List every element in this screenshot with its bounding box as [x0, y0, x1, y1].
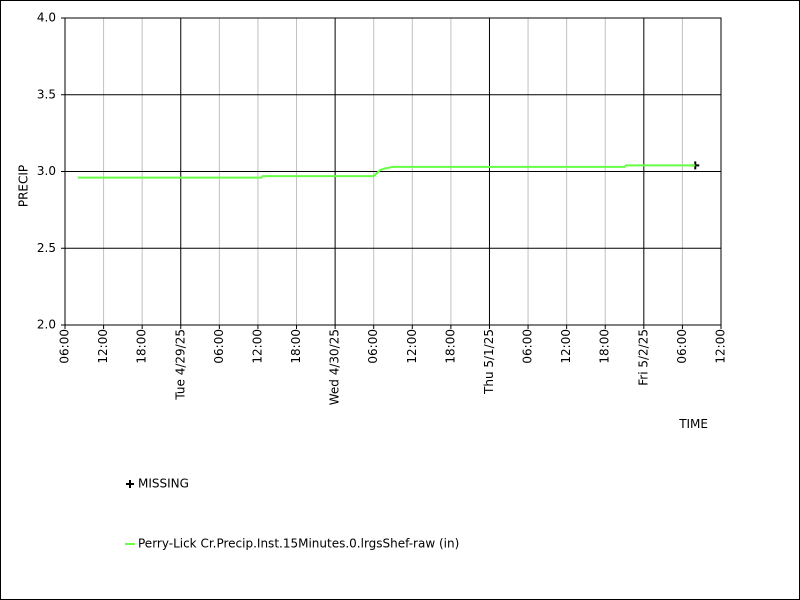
x-tick-label: Tue 4/29/25 — [173, 329, 187, 401]
legend-label: MISSING — [138, 477, 189, 491]
x-tick-label: Wed 4/30/25 — [328, 329, 342, 405]
y-tick-label: 4.0 — [37, 11, 56, 25]
x-tick-label: 06:00 — [521, 329, 535, 364]
y-tick-label: 2.5 — [37, 241, 56, 255]
x-tick-label: 06:00 — [366, 329, 380, 364]
x-tick-label: 18:00 — [289, 329, 303, 364]
x-tick-label: 12:00 — [405, 329, 419, 364]
x-tick-label: 18:00 — [135, 329, 149, 364]
y-tick-label: 2.0 — [37, 318, 56, 332]
x-tick-label: 12:00 — [250, 329, 264, 364]
y-axis-label: PRECIP — [17, 165, 31, 207]
x-tick-label: Fri 5/2/25 — [636, 329, 650, 386]
x-tick-label: 12:00 — [714, 329, 728, 364]
x-tick-label: 12:00 — [559, 329, 573, 364]
y-tick-label: 3.0 — [37, 164, 56, 178]
x-tick-label: 12:00 — [96, 329, 110, 364]
x-tick-label: 18:00 — [443, 329, 457, 364]
legend-label: Perry-Lick Cr.Precip.Inst.15Minutes.0.lr… — [138, 537, 459, 551]
x-tick-label: 06:00 — [675, 329, 689, 364]
plot-border — [64, 17, 722, 326]
data-line — [77, 164, 696, 179]
x-tick-label: 06:00 — [58, 329, 72, 364]
x-tick-label: 18:00 — [598, 329, 612, 364]
x-tick-label: 06:00 — [212, 329, 226, 364]
y-tick-label: 3.5 — [37, 87, 56, 101]
x-tick-label: Thu 5/1/25 — [482, 329, 496, 395]
legend-marker — [126, 480, 134, 488]
x-axis-label: TIME — [678, 417, 708, 431]
